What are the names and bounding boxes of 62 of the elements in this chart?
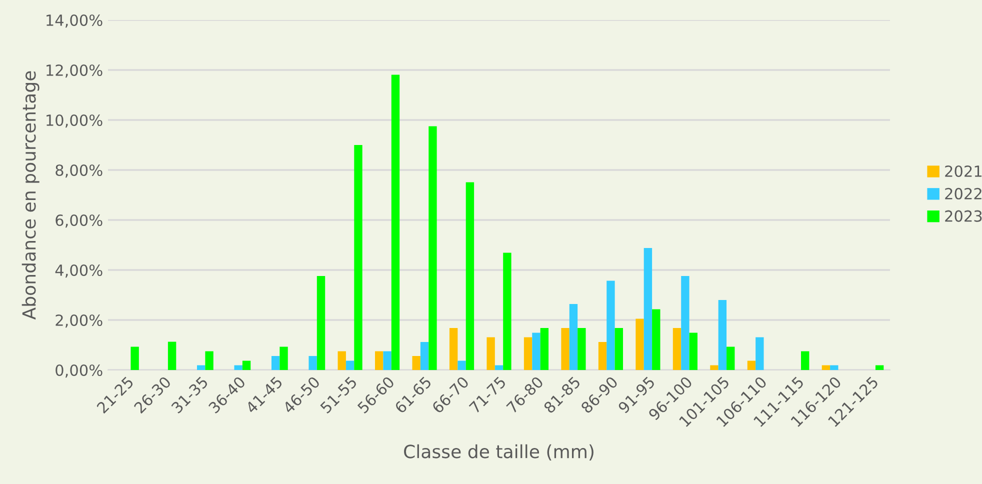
y-tick-label: 6,00% (56, 214, 102, 228)
bar (130, 346, 139, 370)
y-tick-label: 0,00% (56, 364, 102, 378)
bar (338, 351, 346, 370)
y-tick-label: 14,00% (46, 14, 102, 28)
bar (503, 252, 512, 370)
bar (308, 356, 317, 370)
bar (494, 365, 504, 370)
bar (420, 342, 429, 370)
bar (614, 328, 624, 370)
bar (391, 74, 400, 370)
bar (205, 351, 214, 370)
bar (280, 346, 288, 370)
bar (747, 360, 756, 370)
bar (532, 332, 540, 370)
legend-label: 2021 (945, 165, 982, 178)
bar (449, 328, 458, 370)
bar (681, 276, 690, 370)
y-tick-label: 10,00% (46, 114, 102, 128)
bar (168, 342, 176, 370)
bar (458, 360, 466, 370)
legend-label: 2022 (945, 188, 982, 200)
bar (652, 309, 660, 370)
bar (234, 365, 242, 370)
y-tick-label: 12,00% (46, 64, 102, 78)
bar (466, 182, 474, 370)
y-tick-label: 4,00% (55, 264, 102, 278)
y-tick-label: 2,00% (56, 314, 102, 328)
bar (540, 328, 549, 370)
bar (197, 365, 206, 370)
bar (346, 360, 354, 370)
y-tick-label: 8,00% (56, 164, 102, 178)
bar (354, 145, 362, 370)
bar (718, 300, 727, 370)
bar (830, 365, 838, 370)
x-axis-title: Classe de taille (mm) (404, 444, 594, 460)
bar (606, 280, 615, 370)
bar (875, 365, 884, 370)
bar (672, 328, 682, 370)
bar (822, 365, 830, 370)
bar (689, 332, 698, 370)
bar (598, 342, 607, 370)
bar (801, 351, 810, 370)
bar (636, 318, 644, 370)
bar (383, 351, 392, 370)
bar (486, 337, 495, 370)
bar (578, 328, 586, 370)
legend-label: 2023 (945, 210, 982, 222)
bar (412, 356, 420, 370)
bar (710, 365, 718, 370)
y-axis-title: Abondance en pourcentage (22, 71, 40, 320)
bar (242, 360, 251, 370)
bar (726, 346, 735, 370)
bar (644, 248, 652, 370)
bar (428, 126, 437, 370)
bar (524, 337, 532, 370)
bar (756, 337, 764, 370)
bar (316, 276, 326, 370)
bar (569, 304, 578, 370)
bar (374, 351, 384, 370)
bar (271, 356, 280, 370)
bar (561, 328, 570, 370)
